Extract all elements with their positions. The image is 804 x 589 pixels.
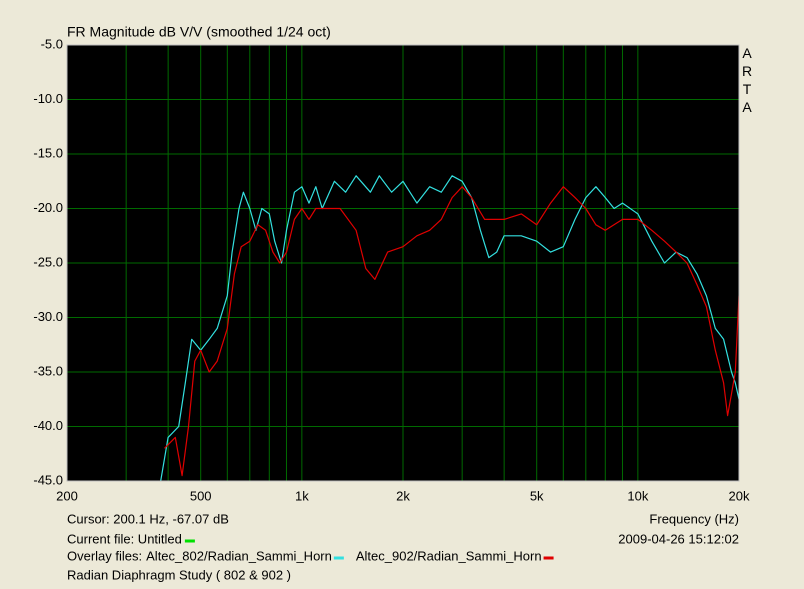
legend-label: Overlay files:	[67, 548, 142, 563]
y-tick-label: -20.0	[33, 200, 63, 215]
y-tick-label: -40.0	[33, 418, 63, 433]
x-tick-label: 500	[190, 488, 212, 503]
timestamp: 2009-04-26 15:12:02	[618, 531, 739, 546]
series-line	[164, 186, 739, 477]
current-file: Current file: Untitled	[67, 531, 182, 546]
y-tick-label: -30.0	[33, 309, 63, 324]
x-tick-label: 20k	[729, 488, 750, 503]
y-tick-label: -10.0	[33, 91, 63, 106]
y-tick-label: -5.0	[41, 36, 63, 51]
x-tick-label: 1k	[295, 488, 309, 503]
legend-label: Altec_902/Radian_Sammi_Horn	[356, 548, 542, 563]
x-axis-label: Frequency (Hz)	[649, 511, 739, 526]
y-tick-label: -25.0	[33, 254, 63, 269]
y-tick-label: -35.0	[33, 363, 63, 378]
chart-title: FR Magnitude dB V/V (smoothed 1/24 oct)	[67, 24, 331, 40]
x-tick-label: 200	[56, 488, 78, 503]
y-tick-label: -15.0	[33, 145, 63, 160]
x-tick-label: 2k	[396, 488, 410, 503]
x-tick-label: 10k	[627, 488, 648, 503]
plot-border	[66, 44, 740, 482]
footer: Radian Diaphragm Study ( 802 & 902 )	[67, 567, 291, 582]
y-tick-label: -45.0	[33, 472, 63, 487]
brand: ARTA	[741, 45, 753, 115]
legend-label: Altec_802/Radian_Sammi_Horn	[146, 548, 332, 563]
series-line	[160, 175, 739, 481]
x-tick-label: 5k	[530, 488, 544, 503]
cursor-readout: Cursor: 200.1 Hz, -67.07 dB	[67, 511, 229, 526]
